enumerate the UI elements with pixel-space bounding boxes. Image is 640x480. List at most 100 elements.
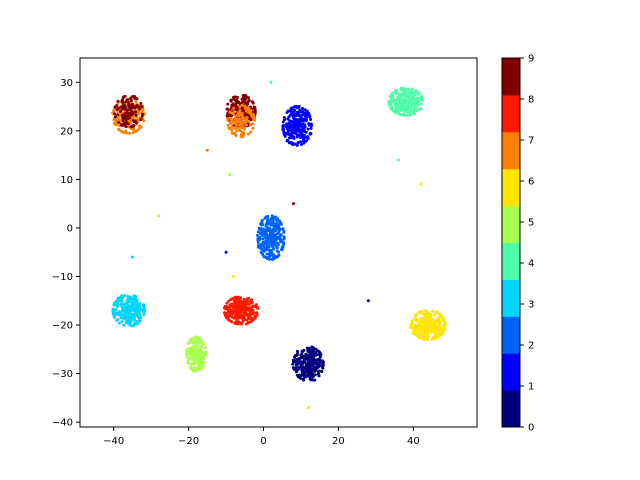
data-point	[125, 121, 129, 125]
data-point	[302, 370, 306, 374]
data-point	[308, 115, 312, 119]
data-point	[240, 113, 244, 117]
data-point	[280, 239, 284, 243]
data-point	[399, 87, 403, 91]
data-point	[424, 319, 428, 323]
data-point	[273, 240, 277, 244]
data-point	[429, 315, 433, 319]
data-point	[229, 117, 233, 121]
data-point	[442, 324, 446, 328]
data-point	[300, 142, 304, 146]
data-point	[270, 243, 274, 247]
data-point	[309, 118, 313, 122]
colorbar-segment	[502, 58, 520, 96]
colorbar-segment	[502, 353, 520, 391]
data-point	[230, 111, 234, 115]
data-point	[426, 331, 430, 335]
outlier-point	[232, 274, 236, 278]
data-point	[433, 326, 437, 330]
data-point	[431, 309, 435, 313]
data-point	[230, 320, 234, 324]
data-point	[435, 336, 439, 340]
data-point	[261, 223, 265, 227]
data-point	[261, 244, 265, 248]
data-point	[272, 229, 276, 233]
data-point	[434, 331, 438, 335]
y-tick-label: −40	[52, 418, 73, 429]
data-point	[389, 96, 393, 100]
data-point	[313, 369, 317, 373]
outlier-point	[419, 182, 423, 186]
data-point	[112, 118, 116, 122]
y-tick-label: 20	[60, 126, 73, 137]
data-point	[418, 310, 422, 314]
data-point	[308, 363, 312, 367]
data-point	[302, 378, 306, 382]
data-point	[246, 100, 250, 104]
data-point	[418, 321, 422, 325]
data-point	[237, 316, 241, 320]
data-point	[397, 92, 401, 96]
data-point	[436, 332, 440, 336]
data-point	[300, 374, 304, 378]
data-point	[136, 321, 140, 325]
data-point	[113, 105, 117, 109]
data-point	[295, 105, 299, 109]
data-point	[424, 309, 428, 313]
data-point	[400, 100, 404, 104]
data-point	[203, 350, 207, 354]
data-point	[202, 354, 206, 358]
data-point	[229, 302, 233, 306]
data-point	[293, 142, 297, 146]
data-point	[125, 111, 129, 115]
data-point	[310, 360, 314, 364]
data-point	[122, 314, 126, 318]
data-point	[200, 357, 204, 361]
data-point	[133, 300, 137, 304]
data-point	[196, 357, 200, 361]
data-point	[282, 241, 286, 245]
outlier-point	[205, 148, 209, 152]
data-point	[308, 371, 312, 375]
data-point	[115, 319, 119, 323]
data-point	[423, 328, 427, 332]
data-point	[312, 358, 316, 362]
data-point	[295, 143, 299, 147]
data-point	[127, 101, 131, 105]
data-point	[189, 362, 193, 366]
data-point	[187, 349, 191, 353]
data-point	[124, 125, 128, 129]
data-point	[300, 369, 304, 373]
data-point	[113, 112, 117, 116]
data-point	[251, 304, 255, 308]
data-point	[289, 128, 293, 132]
data-point	[120, 123, 124, 127]
data-point	[292, 122, 296, 126]
data-point	[311, 356, 315, 360]
data-point	[402, 86, 406, 90]
data-point	[275, 245, 279, 249]
data-point	[443, 328, 447, 332]
data-point	[319, 353, 323, 357]
data-point	[295, 359, 299, 363]
data-point	[303, 108, 307, 112]
outlier-point	[269, 80, 273, 84]
data-point	[248, 112, 252, 116]
data-point	[256, 240, 260, 244]
colorbar-tick-label: 5	[528, 218, 534, 229]
data-point	[249, 299, 253, 303]
colorbar-segment	[502, 131, 520, 170]
data-point	[116, 116, 120, 120]
data-point	[418, 107, 422, 111]
data-point	[259, 247, 263, 251]
data-point	[249, 130, 253, 134]
data-point	[299, 124, 303, 128]
data-point	[400, 113, 404, 117]
data-point	[265, 257, 269, 261]
data-point	[413, 107, 417, 111]
data-point	[272, 253, 276, 257]
data-point	[272, 216, 276, 220]
data-point	[423, 325, 427, 329]
data-point	[428, 318, 432, 322]
data-point	[395, 109, 399, 113]
